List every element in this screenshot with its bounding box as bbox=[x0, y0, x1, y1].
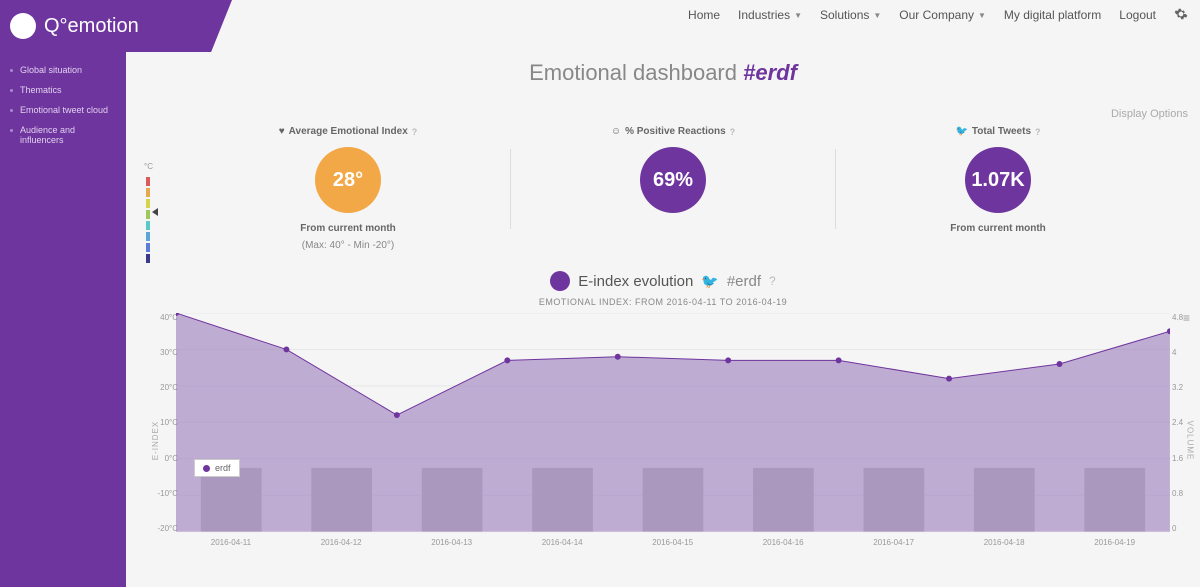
chart-svg bbox=[176, 313, 1170, 557]
y-tick: -20°C bbox=[156, 524, 178, 533]
page-title-hashtag: #erdf bbox=[743, 60, 797, 85]
sidebar-item-thematics[interactable]: Thematics bbox=[0, 80, 126, 100]
caret-down-icon: ▼ bbox=[873, 11, 881, 20]
y-tick: 4.8 bbox=[1172, 313, 1192, 322]
y-tick: 3.2 bbox=[1172, 383, 1192, 392]
kpi-card: ☺ % Positive Reactions ? 69% bbox=[511, 126, 835, 251]
kpi-icon: ☺ bbox=[611, 126, 621, 137]
chart-legend[interactable]: erdf bbox=[194, 459, 240, 477]
logo-text: Q°emotion bbox=[44, 15, 139, 38]
brand-icon bbox=[550, 271, 570, 291]
x-tick: 2016-04-17 bbox=[873, 538, 914, 558]
help-icon[interactable]: ? bbox=[730, 127, 736, 137]
logo-bird-icon bbox=[10, 13, 36, 39]
y-tick: 30°C bbox=[156, 348, 178, 357]
kpi-label: 🐦 Total Tweets ? bbox=[836, 126, 1160, 137]
x-tick: 2016-04-16 bbox=[763, 538, 804, 558]
y-tick: 0.8 bbox=[1172, 489, 1192, 498]
x-tick: 2016-04-18 bbox=[984, 538, 1025, 558]
nav-item-solutions[interactable]: Solutions▼ bbox=[820, 8, 881, 22]
y-axis-left-label: E-INDEX bbox=[151, 420, 160, 459]
legend-label: erdf bbox=[215, 463, 231, 473]
help-icon[interactable]: ? bbox=[412, 127, 418, 137]
sidebar-item-global-situation[interactable]: Global situation bbox=[0, 60, 126, 80]
x-tick: 2016-04-11 bbox=[211, 538, 251, 558]
main-content: Emotional dashboard #erdf Display Option… bbox=[126, 30, 1200, 587]
chart-section-header: E-index evolution 🐦 #erdf ? bbox=[126, 261, 1200, 297]
chart-title: EMOTIONAL INDEX: FROM 2016-04-11 TO 2016… bbox=[126, 297, 1200, 313]
y-tick: 40°C bbox=[156, 313, 178, 322]
caret-down-icon: ▼ bbox=[978, 11, 986, 20]
nav-item-industries[interactable]: Industries▼ bbox=[738, 8, 802, 22]
y-tick: 4 bbox=[1172, 348, 1192, 357]
chart-area: ≡ 40°C30°C20°C10°C0°C-10°C-20°C 4.843.22… bbox=[176, 313, 1170, 558]
help-icon[interactable]: ? bbox=[1035, 127, 1041, 137]
twitter-icon: 🐦 bbox=[701, 273, 718, 290]
nav-item-my-digital-platform[interactable]: My digital platform bbox=[1004, 8, 1101, 22]
kpi-icon: 🐦 bbox=[955, 126, 967, 137]
kpi-value-circle: 69% bbox=[640, 147, 706, 213]
chart-section-hashtag: #erdf bbox=[727, 273, 761, 290]
x-tick: 2016-04-12 bbox=[321, 538, 362, 558]
sidebar: Global situationThematicsEmotional tweet… bbox=[0, 52, 126, 587]
kpi-label: ♥ Average Emotional Index ? bbox=[186, 126, 510, 137]
y-tick: 20°C bbox=[156, 383, 178, 392]
kpi-value-circle: 28° bbox=[315, 147, 381, 213]
kpi-subtitle: From current month bbox=[836, 223, 1160, 234]
y-tick: 0 bbox=[1172, 524, 1192, 533]
caret-down-icon: ▼ bbox=[794, 11, 802, 20]
sidebar-item-emotional-tweet-cloud[interactable]: Emotional tweet cloud bbox=[0, 100, 126, 120]
y-axis-right-label: VOLUME bbox=[1186, 420, 1195, 460]
nav-item-home[interactable]: Home bbox=[688, 8, 720, 22]
page-title: Emotional dashboard #erdf bbox=[126, 30, 1200, 96]
nav-item-our-company[interactable]: Our Company▼ bbox=[899, 8, 986, 22]
x-tick: 2016-04-15 bbox=[652, 538, 693, 558]
nav-item-logout[interactable]: Logout bbox=[1119, 8, 1156, 22]
sidebar-item-audience-and-influencers[interactable]: Audience and influencers bbox=[0, 120, 126, 150]
y-tick: -10°C bbox=[156, 489, 178, 498]
x-tick: 2016-04-19 bbox=[1094, 538, 1135, 558]
x-tick: 2016-04-13 bbox=[431, 538, 472, 558]
kpi-card: ♥ Average Emotional Index ? 28° From curre… bbox=[186, 126, 510, 251]
chart-section-title: E-index evolution bbox=[578, 273, 693, 290]
kpi-card: 🐦 Total Tweets ? 1.07K From current month bbox=[836, 126, 1160, 251]
page-title-prefix: Emotional dashboard bbox=[529, 60, 743, 85]
gear-icon[interactable] bbox=[1174, 7, 1188, 24]
kpi-row: ♥ Average Emotional Index ? 28° From curre… bbox=[126, 96, 1200, 261]
help-icon[interactable]: ? bbox=[769, 274, 776, 288]
kpi-value-circle: 1.07K bbox=[965, 147, 1031, 213]
top-nav: Home Industries▼ Solutions▼ Our Company▼ My … bbox=[688, 0, 1200, 30]
x-axis: 2016-04-11 2016-04-12 2016-04-13 2016-04-14… bbox=[176, 538, 1170, 558]
kpi-subtitle: From current month bbox=[186, 223, 510, 234]
kpi-subtitle-2: (Max: 40° - Min -20°) bbox=[186, 240, 510, 251]
x-tick: 2016-04-14 bbox=[542, 538, 583, 558]
kpi-icon: ♥ bbox=[279, 126, 285, 137]
kpi-label: ☺ % Positive Reactions ? bbox=[511, 126, 835, 137]
legend-dot-icon bbox=[203, 465, 210, 472]
